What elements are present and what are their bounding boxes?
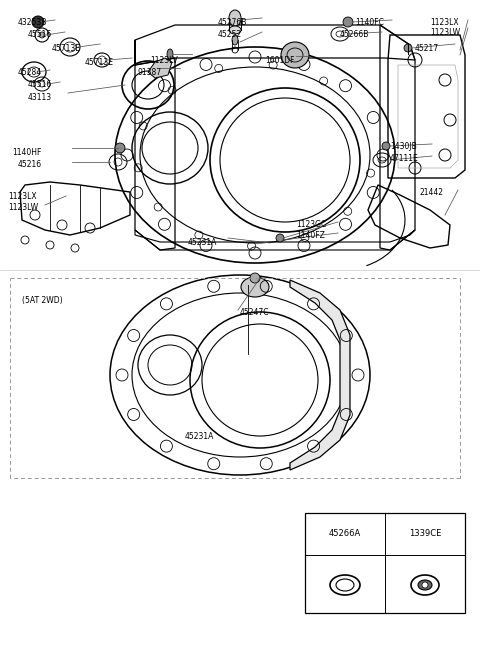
Text: 45247C: 45247C xyxy=(240,308,269,317)
Circle shape xyxy=(382,142,390,150)
Ellipse shape xyxy=(241,277,269,297)
Text: 43253B: 43253B xyxy=(18,18,48,27)
Polygon shape xyxy=(148,58,172,78)
Text: 45516: 45516 xyxy=(28,80,52,89)
Ellipse shape xyxy=(418,580,432,590)
Text: (5AT 2WD): (5AT 2WD) xyxy=(22,296,62,305)
Text: 1123LX: 1123LX xyxy=(430,18,458,27)
Text: 45216: 45216 xyxy=(18,160,42,169)
Circle shape xyxy=(32,16,44,28)
Ellipse shape xyxy=(232,35,238,45)
Text: 45713E: 45713E xyxy=(85,58,114,67)
Circle shape xyxy=(276,234,284,242)
Circle shape xyxy=(39,32,45,38)
Text: 21442: 21442 xyxy=(420,188,444,197)
Text: 45217: 45217 xyxy=(415,44,439,53)
Circle shape xyxy=(343,17,353,27)
Text: 45231A: 45231A xyxy=(188,238,217,247)
Text: 1123LX: 1123LX xyxy=(8,192,36,201)
Text: 1140HF: 1140HF xyxy=(12,148,41,157)
Text: 1123LW: 1123LW xyxy=(8,203,38,212)
Text: 45713E: 45713E xyxy=(52,44,81,53)
Circle shape xyxy=(404,44,412,52)
Text: 1339CE: 1339CE xyxy=(409,529,441,538)
Text: 45252: 45252 xyxy=(218,30,242,39)
Text: 47111E: 47111E xyxy=(390,154,419,163)
Text: 45276B: 45276B xyxy=(218,18,247,27)
Text: 1140FC: 1140FC xyxy=(355,18,384,27)
Text: 1123GC: 1123GC xyxy=(296,220,326,229)
Circle shape xyxy=(115,143,125,153)
Text: 45266B: 45266B xyxy=(340,30,370,39)
Text: 1430JB: 1430JB xyxy=(390,142,417,151)
Text: 45284: 45284 xyxy=(18,68,42,77)
Text: 1123LV: 1123LV xyxy=(150,56,178,65)
Text: 45266A: 45266A xyxy=(329,529,361,538)
Ellipse shape xyxy=(167,49,173,59)
Ellipse shape xyxy=(281,42,309,68)
Ellipse shape xyxy=(229,10,241,26)
Ellipse shape xyxy=(229,26,241,34)
Text: 1123LW: 1123LW xyxy=(430,28,460,37)
Text: 45231A: 45231A xyxy=(185,432,215,441)
Text: 43113: 43113 xyxy=(28,93,52,102)
Text: 1140FZ: 1140FZ xyxy=(296,231,325,240)
Text: 1601DF: 1601DF xyxy=(265,56,295,65)
Circle shape xyxy=(422,582,428,588)
Circle shape xyxy=(250,273,260,283)
Polygon shape xyxy=(290,280,350,470)
Text: 45516: 45516 xyxy=(28,30,52,39)
Text: 91387: 91387 xyxy=(138,68,162,77)
